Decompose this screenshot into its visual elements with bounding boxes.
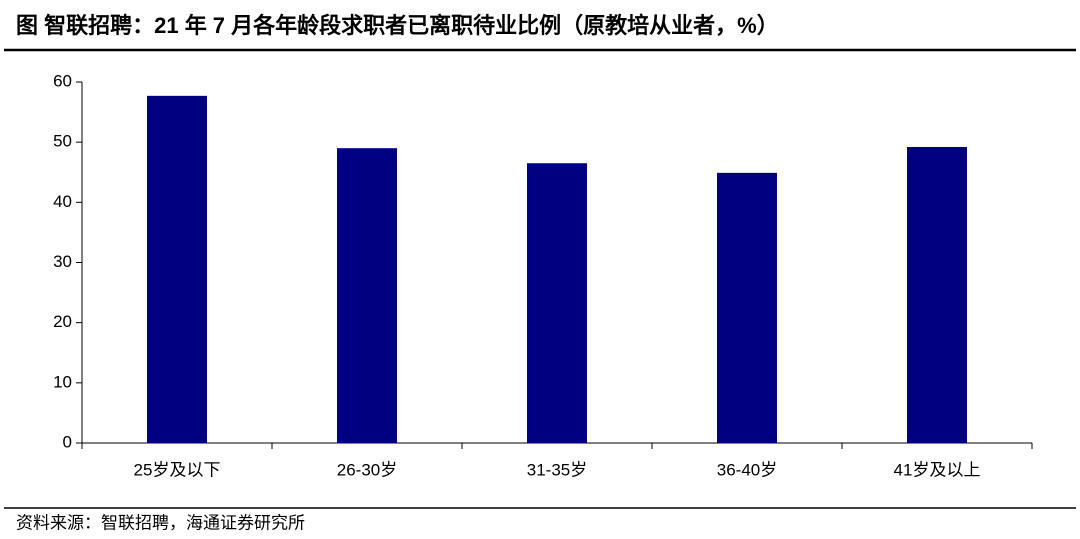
- x-tick-label: 26-30岁: [337, 460, 397, 479]
- y-tick-label: 0: [63, 432, 72, 451]
- x-tick-label: 36-40岁: [717, 460, 777, 479]
- y-tick-label: 60: [53, 71, 72, 90]
- y-tick-label: 50: [53, 132, 72, 151]
- source: 资料来源：智联招聘，海通证券研究所: [16, 513, 305, 532]
- bar: [717, 172, 777, 443]
- y-tick-label: 30: [53, 252, 72, 271]
- x-tick-label: 25岁及以下: [134, 460, 221, 479]
- y-tick-label: 40: [53, 192, 72, 211]
- chart-title: 图 智联招聘：21 年 7 月各年龄段求职者已离职待业比例（原教培从业者，%）: [16, 13, 779, 38]
- bar: [147, 95, 207, 444]
- x-tick-label: 31-35岁: [527, 460, 587, 479]
- y-tick-label: 10: [53, 372, 72, 391]
- x-tick-label: 41岁及以上: [894, 460, 981, 479]
- bar: [337, 148, 397, 443]
- y-tick-label: 20: [53, 312, 72, 331]
- bar: [907, 146, 967, 444]
- bar: [527, 163, 587, 443]
